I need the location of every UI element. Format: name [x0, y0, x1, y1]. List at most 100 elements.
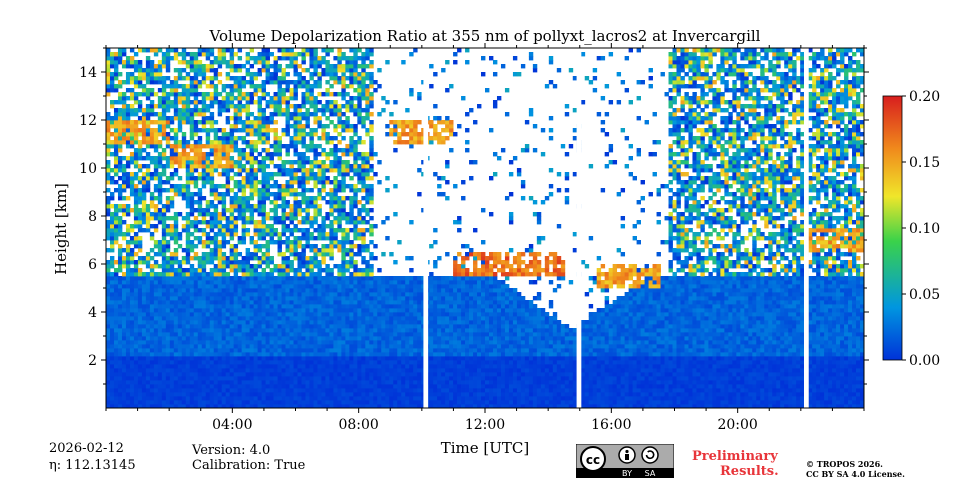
heatmap-cell — [249, 296, 255, 301]
heatmap-cell — [145, 352, 151, 357]
heatmap-cell — [185, 392, 191, 397]
heatmap-cell — [329, 268, 334, 273]
heatmap-cell — [345, 380, 350, 385]
heatmap-cell — [313, 100, 318, 105]
heatmap-cell — [201, 124, 207, 129]
heatmap-cell — [153, 292, 159, 297]
heatmap-cell — [337, 148, 342, 153]
heatmap-cell — [125, 160, 131, 165]
heatmap-cell — [161, 156, 167, 161]
heatmap-cell — [193, 100, 199, 105]
heatmap-cell — [229, 136, 235, 141]
heatmap-cell — [169, 188, 175, 193]
heatmap-cell — [365, 276, 370, 281]
heatmap-cell — [245, 152, 251, 157]
heatmap-cell — [261, 360, 266, 365]
heatmap-cell — [185, 72, 191, 77]
heatmap-cell — [269, 308, 274, 313]
heatmap-cell — [125, 296, 131, 301]
heatmap-cell — [106, 264, 111, 269]
heatmap-cell — [273, 400, 278, 405]
heatmap-cell — [221, 340, 227, 345]
heatmap-cell — [113, 88, 119, 93]
heatmap-cell — [373, 364, 378, 369]
heatmap-cell — [357, 272, 362, 277]
heatmap-cell — [249, 324, 255, 329]
heatmap-cell — [241, 392, 247, 397]
heatmap-cell — [341, 240, 346, 245]
heatmap-cell — [265, 340, 270, 345]
heatmap-cell — [313, 156, 318, 161]
heatmap-cell — [229, 328, 235, 333]
heatmap-cell — [113, 268, 119, 273]
heatmap-cell — [245, 288, 251, 293]
heatmap-cell — [257, 208, 262, 213]
heatmap-cell — [249, 220, 255, 225]
heatmap-cell — [297, 52, 302, 57]
heatmap-cell — [209, 272, 215, 277]
heatmap-cell — [293, 216, 298, 221]
heatmap-cell — [285, 112, 290, 117]
heatmap-cell — [337, 204, 342, 209]
heatmap-cell — [209, 188, 215, 193]
heatmap-cell — [157, 388, 163, 393]
heatmap-cell — [357, 276, 362, 281]
heatmap-cell — [153, 360, 159, 365]
heatmap-cell — [357, 180, 362, 185]
heatmap-cell — [329, 304, 334, 309]
heatmap-cell — [169, 404, 175, 409]
heatmap-cell — [169, 136, 175, 141]
heatmap-cell — [129, 348, 135, 353]
heatmap-cell — [321, 340, 326, 345]
heatmap-cell — [325, 268, 330, 273]
heatmap-cell — [373, 88, 378, 93]
heatmap-cell — [157, 128, 163, 133]
heatmap-cell — [225, 256, 231, 261]
heatmap-cell — [165, 116, 171, 121]
heatmap-cell — [133, 196, 139, 201]
heatmap-cell — [309, 280, 314, 285]
heatmap-cell — [225, 60, 231, 65]
heatmap-cell — [353, 296, 358, 301]
heatmap-cell — [341, 380, 346, 385]
heatmap-cell — [249, 148, 255, 153]
heatmap-cell — [209, 112, 215, 117]
heatmap-cell — [357, 372, 362, 377]
heatmap-cell — [137, 80, 143, 85]
heatmap-cell — [197, 176, 203, 181]
heatmap-cell — [261, 148, 266, 153]
heatmap-cell — [221, 320, 227, 325]
heatmap-cell — [245, 228, 251, 233]
heatmap-cell — [157, 68, 163, 73]
heatmap-cell — [265, 356, 270, 361]
heatmap-cell — [201, 376, 207, 381]
heatmap-cell — [161, 152, 167, 157]
heatmap-cell — [153, 144, 159, 149]
heatmap-cell — [106, 372, 111, 377]
heatmap-cell — [369, 96, 374, 101]
heatmap-cell — [113, 356, 119, 361]
heatmap-cell — [273, 344, 278, 349]
heatmap-cell — [329, 368, 334, 373]
heatmap-cell — [245, 156, 251, 161]
heatmap-cell — [233, 232, 239, 237]
heatmap-cell — [133, 288, 139, 293]
heatmap-cell — [181, 320, 187, 325]
heatmap-cell — [305, 212, 310, 217]
heatmap-cell — [117, 388, 123, 393]
heatmap-cell — [341, 340, 346, 345]
heatmap-cell — [269, 388, 274, 393]
heatmap-cell — [229, 168, 235, 173]
heatmap-cell — [177, 244, 183, 249]
heatmap-cell — [221, 336, 227, 341]
heatmap-cell — [309, 380, 314, 385]
heatmap-cell — [345, 348, 350, 353]
heatmap-cell — [337, 404, 342, 409]
heatmap-cell — [369, 228, 374, 233]
heatmap-cell — [233, 108, 239, 113]
heatmap-cell — [133, 316, 139, 321]
heatmap-cell — [109, 284, 115, 289]
heatmap-cell — [281, 304, 286, 309]
heatmap-cell — [137, 48, 143, 53]
heatmap-cell — [117, 376, 123, 381]
